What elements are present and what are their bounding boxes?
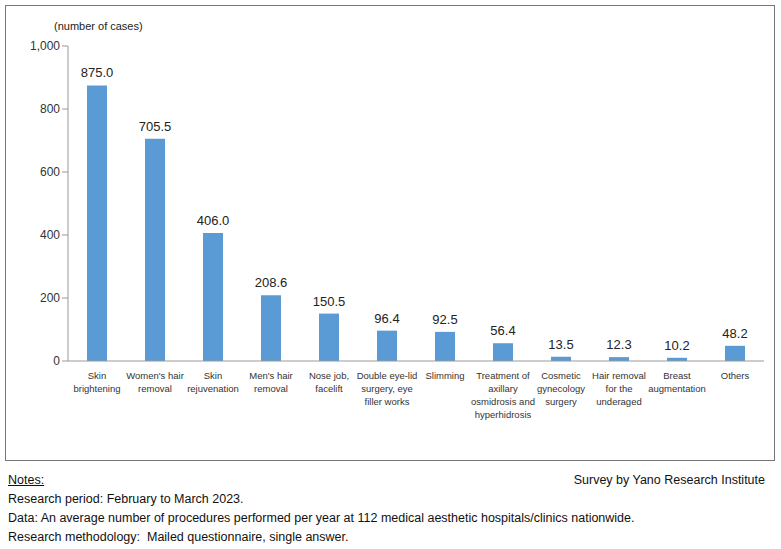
svg-text:200: 200 [40, 291, 60, 305]
html-text:Research period: February to M: Research period: February to March 2023. [8, 492, 244, 506]
svg-text:92.5: 92.5 [432, 312, 457, 327]
svg-text:96.4: 96.4 [374, 311, 399, 326]
svg-text:Women's hairremoval: Women's hairremoval [126, 370, 184, 394]
svg-text:Men's hairremoval: Men's hairremoval [249, 370, 293, 394]
svg-text:875.0: 875.0 [81, 65, 114, 80]
svg-text:Nose job,facelift: Nose job,facelift [309, 370, 349, 394]
html-text:Research methodology: Mailed q: Research methodology: Mailed questionnai… [8, 530, 349, 544]
svg-text:Treatment ofaxillaryosmidrosis: Treatment ofaxillaryosmidrosis andhyperh… [471, 370, 535, 420]
svg-text:Double eye-lidsurgery, eyefill: Double eye-lidsurgery, eyefiller works [357, 370, 418, 407]
svg-text:1,000: 1,000 [30, 39, 60, 53]
svg-text:Others: Others [721, 370, 750, 381]
svg-text:Hair removalfor theunderaged: Hair removalfor theunderaged [592, 370, 646, 407]
html-text:Notes:: Notes: [8, 473, 45, 487]
svg-text:10.2: 10.2 [664, 338, 689, 353]
svg-text:800: 800 [40, 102, 60, 116]
svg-text:0: 0 [53, 354, 60, 368]
svg-text:56.4: 56.4 [490, 323, 515, 338]
svg-text:705.5: 705.5 [139, 119, 172, 134]
svg-text:Skinbrightening: Skinbrightening [73, 370, 120, 394]
svg-text:Skinrejuvenation: Skinrejuvenation [187, 370, 239, 394]
svg-text:400: 400 [40, 228, 60, 242]
html-text:Survey by Yano Research Instit: Survey by Yano Research Institute [573, 473, 765, 487]
svg-text:13.5: 13.5 [548, 337, 573, 352]
svg-text:Slimming: Slimming [425, 370, 464, 381]
svg-text:12.3: 12.3 [606, 337, 631, 352]
svg-text:208.6: 208.6 [255, 275, 288, 290]
svg-text:48.2: 48.2 [722, 326, 747, 341]
html-text:Data: An average number of pro: Data: An average number of procedures pe… [8, 511, 635, 525]
svg-text:150.5: 150.5 [313, 294, 346, 309]
html-text:(number of cases): (number of cases) [54, 20, 143, 32]
svg-text:600: 600 [40, 165, 60, 179]
svg-text:Cosmeticgynecologysurgery: Cosmeticgynecologysurgery [537, 370, 585, 407]
svg-text:406.0: 406.0 [197, 213, 230, 228]
svg-text:Breastaugmentation: Breastaugmentation [648, 370, 706, 394]
